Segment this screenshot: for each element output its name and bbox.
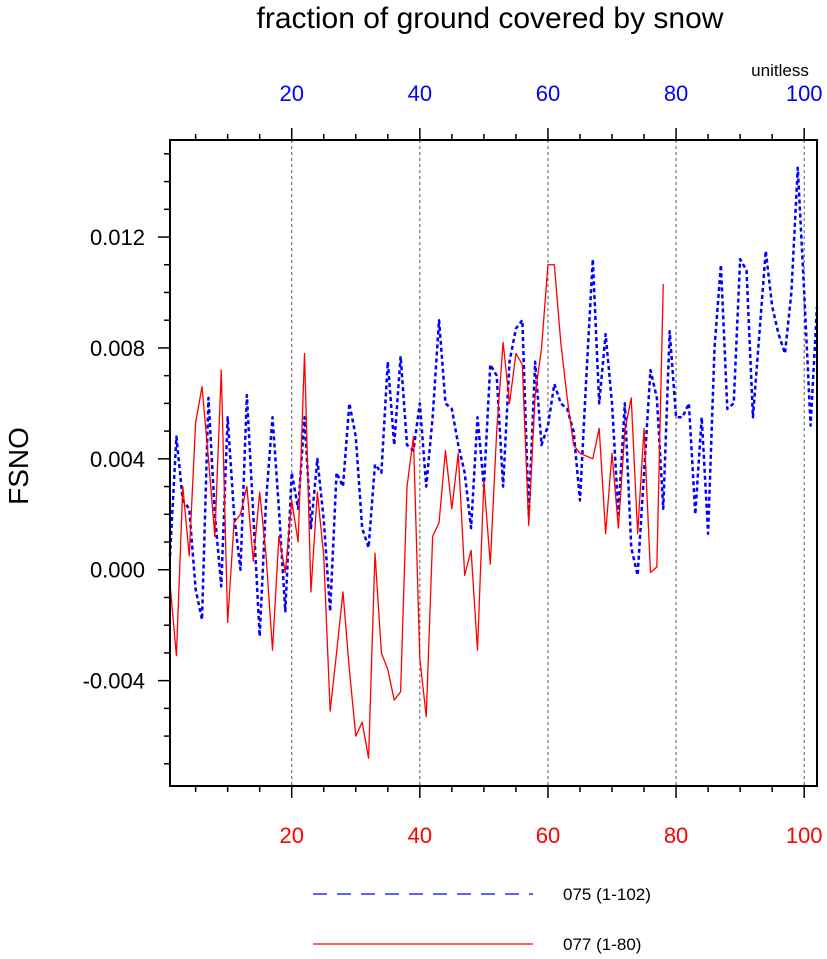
series-line-0 xyxy=(168,166,819,638)
x-tick-label-bottom: 80 xyxy=(664,823,688,848)
x-tick-label-top: 80 xyxy=(664,81,688,106)
axis-layer: 20 20 40 40 60 60 80 80 100 100 -0.004 0.000 0.004 0.… xyxy=(83,81,823,848)
plot-frame xyxy=(169,139,818,787)
x-tick-label-bottom: 20 xyxy=(279,823,303,848)
x-tick-label-bottom: 40 xyxy=(408,823,432,848)
x-tick-label-bottom: 100 xyxy=(786,823,823,848)
y-tick-label: 0.000 xyxy=(90,558,145,583)
x-tick-label-top: 60 xyxy=(536,81,560,106)
legend: 075 (1-102) 077 (1-80) xyxy=(313,885,651,954)
x-tick-label-top: 100 xyxy=(786,81,823,106)
y-tick-label: -0.004 xyxy=(83,669,145,694)
grid-layer xyxy=(291,140,805,786)
x-tick-label-bottom: 60 xyxy=(536,823,560,848)
x-tick-label-top: 40 xyxy=(408,81,432,106)
y-tick-label: 0.012 xyxy=(90,225,145,250)
y-tick-label: 0.004 xyxy=(90,447,145,472)
chart-title: fraction of ground covered by snow xyxy=(257,2,724,35)
y-axis-title: FSNO xyxy=(3,427,34,505)
series-layer xyxy=(168,166,819,759)
units-label: unitless xyxy=(751,61,809,80)
x-tick-label-top: 20 xyxy=(279,81,303,106)
series-line-1 xyxy=(169,264,664,759)
legend-label-1: 077 (1-80) xyxy=(563,935,641,954)
y-tick-label: 0.008 xyxy=(90,336,145,361)
legend-label-0: 075 (1-102) xyxy=(563,885,651,904)
